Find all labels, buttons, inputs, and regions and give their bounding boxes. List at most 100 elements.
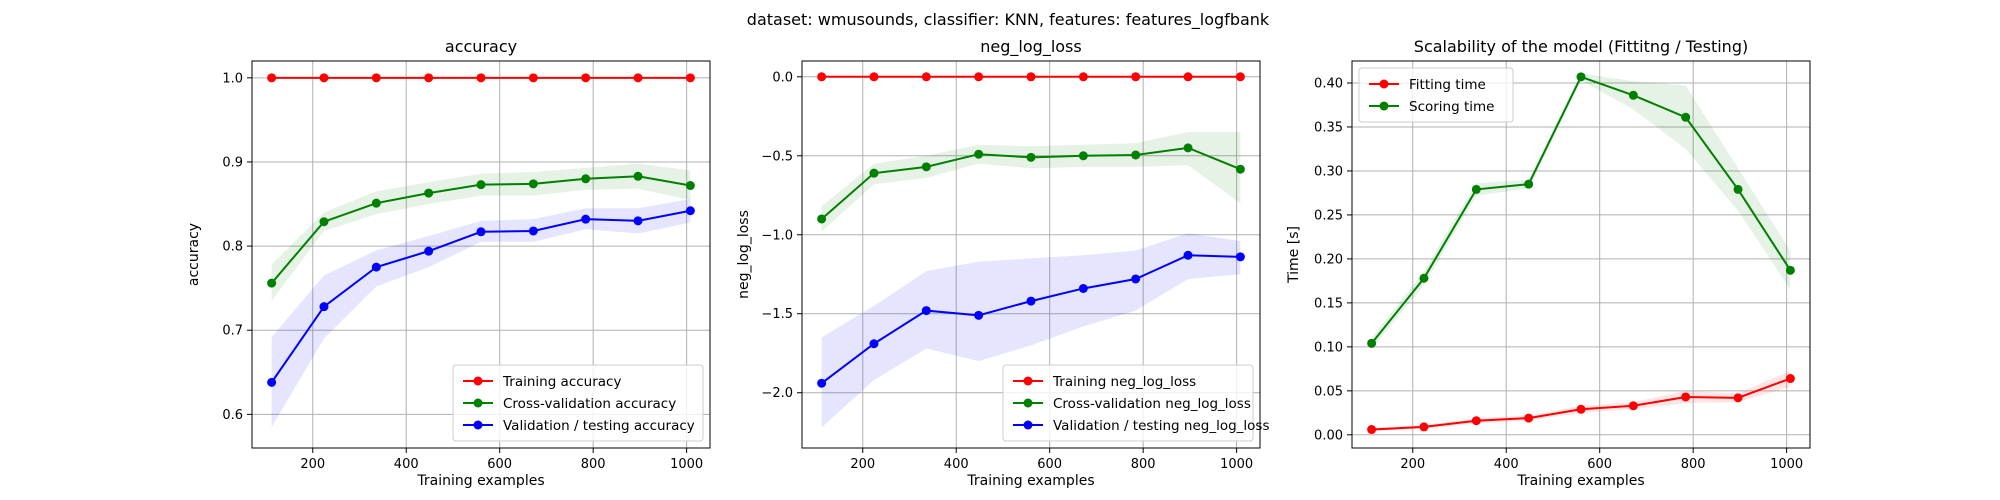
- x-tick-label: 800: [581, 457, 606, 472]
- x-tick-label: 800: [1681, 457, 1706, 472]
- series-2-point: [921, 162, 931, 172]
- series-2-point: [319, 217, 329, 227]
- series-2-point: [974, 149, 984, 159]
- series-1-point: [1471, 416, 1481, 426]
- axes-frame: [801, 60, 1261, 449]
- series-3-point: [817, 378, 827, 388]
- x-tick-label: 400: [944, 457, 969, 472]
- legend-marker: [1379, 101, 1389, 111]
- y-tick-label: 0.8: [222, 240, 243, 255]
- series-1-point: [1183, 72, 1193, 82]
- y-axis-label: accuracy: [186, 223, 202, 286]
- legend: Fitting time Scoring time: [1358, 67, 1514, 123]
- series-3-point: [581, 214, 591, 224]
- x-tick-label: 600: [1037, 457, 1062, 472]
- legend-marker: [473, 420, 483, 430]
- chart-title: accuracy: [445, 37, 517, 56]
- x-tick-label: 800: [1131, 457, 1156, 472]
- y-tick-label: 0.05: [1314, 384, 1343, 399]
- y-axis-label: Time [s]: [1286, 226, 1302, 284]
- series-3-point: [633, 216, 643, 226]
- series-3-point: [1026, 296, 1036, 306]
- y-tick-label: 0.30: [1314, 164, 1343, 179]
- series-1-point: [1785, 374, 1795, 384]
- series-2-point: [1524, 179, 1534, 189]
- chart-panel-2: 200 400 600 800 1000 −2.0 −1.5 −1.0 −0.5 0.0 neg_l…: [736, 37, 1269, 489]
- series-1-point: [371, 73, 381, 83]
- legend: Training neg_log_loss Cross-validation ne…: [1002, 364, 1269, 442]
- series-1-point: [1576, 404, 1586, 414]
- series-2-point: [1628, 90, 1638, 100]
- x-tick-label: 600: [487, 457, 512, 472]
- x-tick-label: 1000: [1220, 457, 1253, 472]
- y-tick-label: −2.0: [761, 386, 793, 401]
- series-3-point: [267, 377, 277, 387]
- series-2-point: [1367, 338, 1377, 348]
- series-3-point: [974, 310, 984, 320]
- chart-title: Scalability of the model (Fittitng / Tes…: [1414, 37, 1748, 56]
- series-1-point: [528, 73, 538, 83]
- series-3-point: [319, 302, 329, 312]
- figure-suptitle: dataset: wmusounds, classifier: KNN, fea…: [747, 10, 1270, 30]
- series-2-point: [1235, 164, 1245, 174]
- series-1-band: [1371, 370, 1791, 432]
- y-tick-label: −1.5: [761, 307, 793, 322]
- legend-label: Fitting time: [1409, 77, 1486, 93]
- series-1-point: [1131, 72, 1141, 82]
- series-1-point: [1026, 72, 1036, 82]
- series-1-point: [1419, 422, 1429, 432]
- series-1-point: [974, 72, 984, 82]
- series-2-point: [1026, 152, 1036, 162]
- series-3-point: [1078, 283, 1088, 293]
- series-3-point: [424, 246, 434, 256]
- panels: 200 400 600 800 1000 0.6 0.7 0.8 0.9 1.0 accuracy T…: [186, 37, 1811, 489]
- series-2-point: [267, 278, 277, 288]
- series-3-point: [1235, 252, 1245, 262]
- x-tick-label: 1000: [670, 457, 703, 472]
- series-1-point: [1628, 401, 1638, 411]
- series-3-band: [271, 198, 691, 427]
- legend-marker: [1023, 398, 1033, 408]
- y-tick-label: 0.10: [1314, 340, 1343, 355]
- y-tick-label: 0.9: [222, 155, 243, 170]
- legend-marker: [473, 376, 483, 386]
- series-1-point: [921, 72, 931, 82]
- x-tick-label: 1000: [1770, 457, 1803, 472]
- series-1-point: [476, 73, 486, 83]
- series-2-point: [1419, 273, 1429, 283]
- legend-box: [452, 364, 704, 442]
- series-3-point: [371, 262, 381, 272]
- axes-frame: [251, 60, 711, 449]
- y-tick-label: 1.0: [222, 71, 243, 86]
- legend-box: [1002, 364, 1254, 442]
- series-1-point: [1681, 392, 1691, 402]
- y-tick-label: 0.35: [1314, 120, 1343, 135]
- series-2-point: [371, 198, 381, 208]
- series-1-point: [633, 73, 643, 83]
- series-3-point: [1183, 250, 1193, 260]
- series-1-point: [1367, 425, 1377, 435]
- series-2-band: [1371, 73, 1791, 349]
- series-3-point: [921, 306, 931, 316]
- series-2-point: [1471, 184, 1481, 194]
- legend: Training accuracy Cross-validation accura…: [452, 364, 704, 442]
- series-1-point: [685, 73, 695, 83]
- legend-label: Training neg_log_loss: [1052, 374, 1196, 390]
- legend-label: Validation / testing neg_log_loss: [1053, 418, 1269, 434]
- x-tick-label: 200: [300, 457, 325, 472]
- series-2-point: [1733, 184, 1743, 194]
- series-2-point: [1131, 150, 1141, 160]
- x-axis-label: Training examples: [1516, 473, 1644, 489]
- legend-marker: [1023, 376, 1033, 386]
- y-tick-label: −1.0: [761, 228, 793, 243]
- x-axis-label: Training examples: [966, 473, 1094, 489]
- series-2-point: [633, 171, 643, 181]
- legend-label: Validation / testing accuracy: [503, 418, 695, 434]
- series-2-point: [1078, 151, 1088, 161]
- legend-marker: [1379, 79, 1389, 89]
- y-axis-label: neg_log_loss: [736, 210, 752, 299]
- legend-marker: [473, 398, 483, 408]
- x-tick-label: 600: [1587, 457, 1612, 472]
- series-2-point: [685, 181, 695, 191]
